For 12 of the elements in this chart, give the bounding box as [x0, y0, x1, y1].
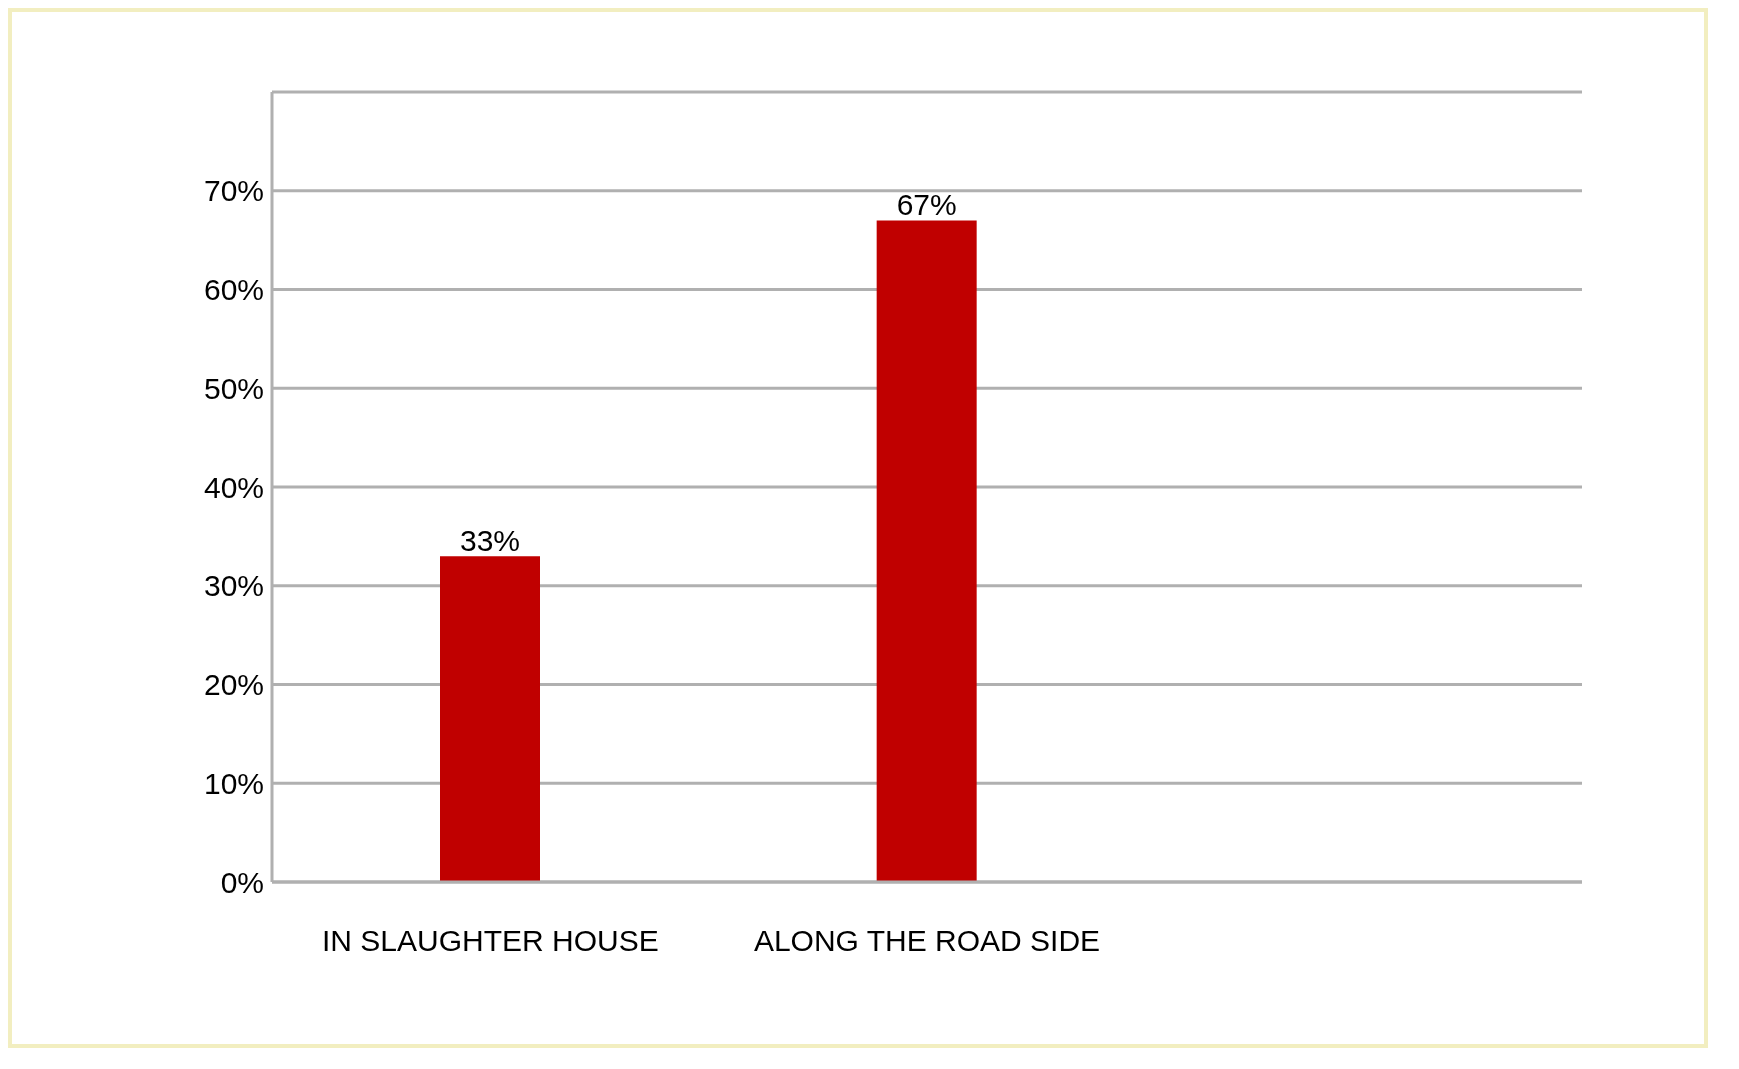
- x-tick-label: IN SLAUGHTER HOUSE: [321, 924, 659, 958]
- y-tick-label: 70%: [203, 174, 264, 208]
- y-tick-label: 50%: [203, 371, 264, 405]
- y-tick-label: 0%: [220, 865, 264, 899]
- data-label: 33%: [459, 524, 521, 558]
- y-tick-label: 30%: [203, 569, 264, 603]
- y-tick-label: 40%: [203, 470, 264, 504]
- data-label: 67%: [896, 188, 957, 222]
- y-tick-label: 10%: [203, 766, 264, 800]
- y-tick-label: 60%: [203, 273, 264, 307]
- x-tick-label: ALONG THE ROAD SIDE: [753, 924, 1101, 958]
- y-tick-label: 20%: [203, 668, 264, 702]
